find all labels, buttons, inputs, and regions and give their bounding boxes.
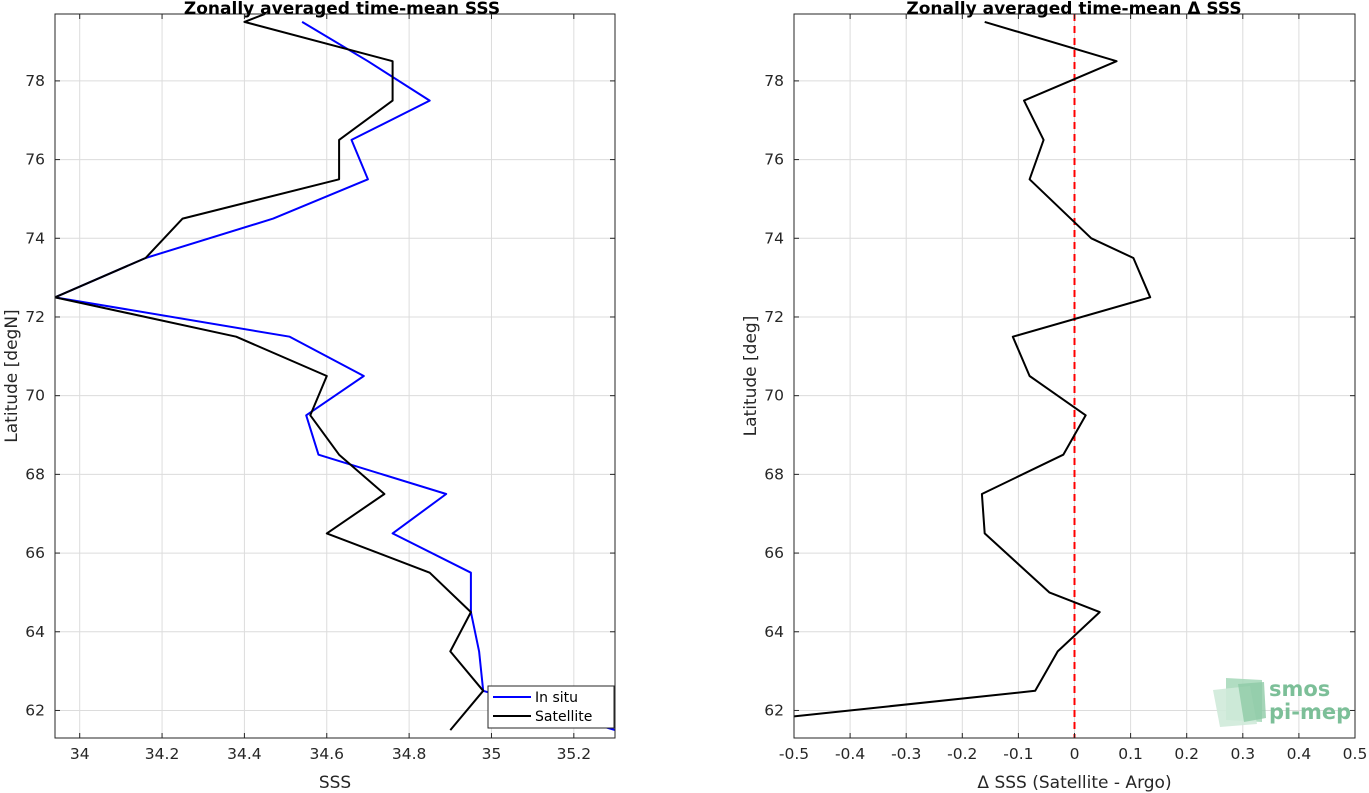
chart-title: Zonally averaged time-mean Δ SSS	[906, 0, 1241, 19]
y-tick-label: 62	[764, 701, 784, 719]
y-tick-label: 74	[764, 229, 784, 247]
chart-title: Zonally averaged time-mean SSS	[184, 0, 500, 19]
y-tick-label: 70	[764, 387, 784, 405]
y-tick-label: 70	[25, 387, 45, 405]
y-tick-label: 78	[25, 72, 45, 90]
x-tick-label: -0.5	[779, 745, 809, 763]
y-tick-label: 62	[25, 701, 45, 719]
smos-pi-mep-logo: smos pi-mep	[1213, 677, 1351, 727]
x-tick-label: -0.3	[891, 745, 921, 763]
y-axis-label: Latitude [degN]	[2, 309, 22, 442]
axes-frame	[54, 13, 616, 739]
x-tick-label: 34.6	[310, 745, 345, 763]
y-tick-label: 66	[25, 544, 45, 562]
logo-text-line1: smos	[1269, 677, 1330, 701]
x-tick-label: 0	[1070, 745, 1080, 763]
legend: In situ Satellite	[487, 685, 615, 729]
y-tick-label: 72	[764, 308, 784, 326]
x-tick-label: 0.5	[1343, 745, 1368, 763]
x-tick-label: 34.8	[392, 745, 427, 763]
x-tick-label: -0.2	[947, 745, 977, 763]
x-tick-label: 34.2	[145, 745, 180, 763]
panel-sss: 34 34.2 34.4 34.6 34.8 35 35.2 62 64 66 68 70 72 74 76…	[2, 0, 616, 793]
y-tick-label: 68	[25, 465, 45, 483]
series-line-0	[794, 20, 1152, 718]
plot-area	[55, 14, 615, 738]
y-tick-label: 78	[764, 72, 784, 90]
y-tick-label: 64	[25, 623, 45, 641]
legend-label: Satellite	[535, 709, 592, 725]
legend-label: In situ	[535, 690, 578, 706]
x-axis-label: Δ SSS (Satellite - Argo)	[977, 773, 1171, 793]
y-tick-label: 74	[25, 229, 45, 247]
x-tick-label: 34	[70, 745, 90, 763]
y-tick-label: 64	[764, 623, 784, 641]
x-tick-label: -0.1	[1003, 745, 1033, 763]
y-tick-label: 68	[764, 465, 784, 483]
y-tick-label: 76	[764, 151, 784, 169]
logo-text-line2: pi-mep	[1269, 700, 1351, 724]
x-tick-label: 0.3	[1230, 745, 1255, 763]
legend-box	[487, 685, 615, 729]
x-tick-label: -0.4	[835, 745, 865, 763]
series-line-satellite	[55, 14, 485, 731]
x-tick-label: 0.4	[1287, 745, 1312, 763]
panel-delta-sss: -0.5 -0.4 -0.3 -0.2 -0.1 0 0.1 0.2 0.3 0.4 0.5 62 64…	[741, 0, 1367, 793]
x-tick-label: 0.1	[1118, 745, 1143, 763]
x-tick-label: 35.2	[557, 745, 592, 763]
y-axis-label: Latitude [deg]	[741, 316, 761, 437]
x-tick-label: 35	[482, 745, 502, 763]
y-tick-label: 72	[25, 308, 45, 326]
x-tick-label: 34.4	[227, 745, 262, 763]
y-tick-label: 66	[764, 544, 784, 562]
x-tick-label: 0.2	[1174, 745, 1199, 763]
y-tick-label: 76	[25, 151, 45, 169]
x-axis-label: SSS	[319, 773, 351, 793]
